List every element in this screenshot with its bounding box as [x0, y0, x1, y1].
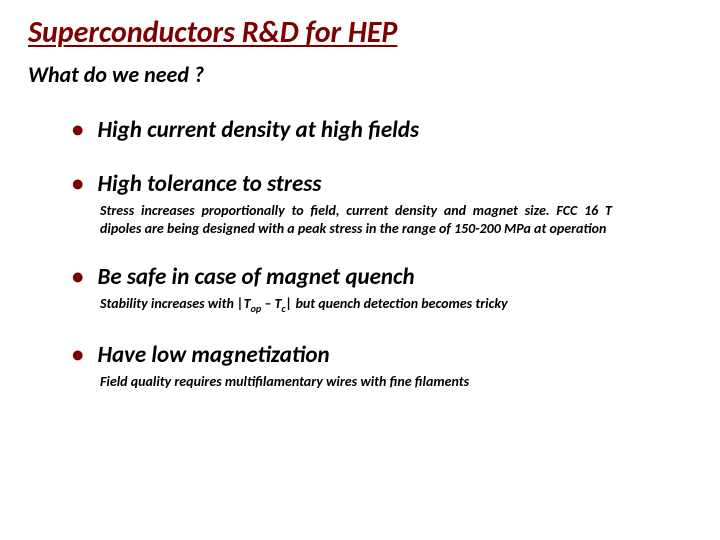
- bullet-item: • Have low magnetization Field quality req…: [72, 341, 692, 391]
- slide-subtitle: What do we need ?: [28, 61, 692, 88]
- bullet-item: • High tolerance to stress Stress increase…: [72, 170, 692, 237]
- bullet-label: Be safe in case of magnet quench: [97, 263, 414, 291]
- bullet-label: High current density at high fields: [97, 116, 419, 144]
- bullet-label: High tolerance to stress: [97, 170, 321, 198]
- bullet-dot-icon: •: [72, 263, 83, 291]
- slide-title: Superconductors R&D for HEP: [28, 14, 692, 51]
- bullet-label: Have low magnetization: [97, 341, 329, 369]
- bullet-subtext: Stress increases proportionally to field…: [72, 202, 612, 237]
- bullet-item: • High current density at high fields: [72, 116, 692, 144]
- bullet-dot-icon: •: [72, 341, 83, 369]
- bullet-subtext: Stability increases with |Top – Tc| but …: [72, 295, 612, 315]
- bullet-list: • High current density at high fields • Hig…: [28, 116, 692, 391]
- bullet-dot-icon: •: [72, 116, 83, 144]
- bullet-subtext: Field quality requires multifilamentary …: [72, 373, 612, 391]
- bullet-item: • Be safe in case of magnet quench Stabili…: [72, 263, 692, 315]
- bullet-dot-icon: •: [72, 170, 83, 198]
